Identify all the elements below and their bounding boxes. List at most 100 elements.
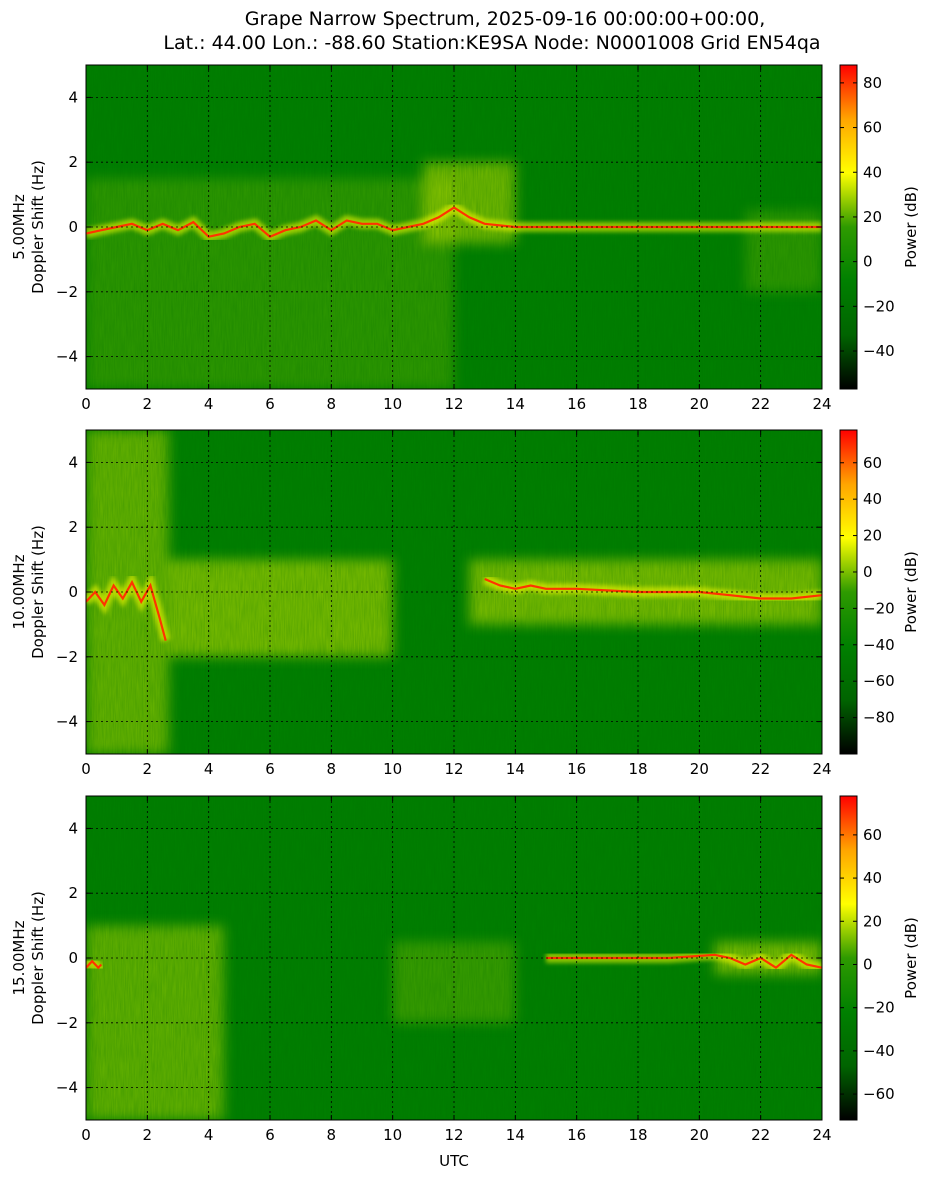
spectrogram-plot (86, 65, 822, 389)
colorbar-tick-label: 0 (863, 563, 873, 581)
x-tick-label: 2 (143, 760, 153, 778)
colorbar-label: Power (dB) (902, 917, 920, 999)
x-tick-label: 8 (327, 760, 337, 778)
colorbar-tick-label: −40 (863, 636, 895, 654)
doppler-trace-line (86, 959, 103, 970)
colorbar-gradient (839, 429, 858, 755)
x-tick-label: 6 (265, 1126, 275, 1144)
x-tick-label: 18 (628, 760, 647, 778)
colorbar-label: Power (dB) (902, 551, 920, 633)
band-label: 15.00MHz (10, 920, 28, 995)
x-tick-label: 22 (751, 1126, 770, 1144)
colorbar: −60 −40 −20 0 20 40 60 Power (dB) (839, 795, 920, 1121)
y-tick-label: 4 (68, 88, 78, 106)
colorbar-tick-label: 0 (863, 253, 873, 271)
colorbar-tick-label: 80 (863, 74, 882, 92)
y-tick-label: 0 (68, 583, 78, 601)
x-tick-label: 20 (690, 395, 709, 413)
x-tick-label: 2 (143, 1126, 153, 1144)
colorbar-tick-label: −80 (863, 709, 895, 727)
y-tick-label: −4 (56, 1079, 78, 1097)
y-tick-label: −2 (56, 1014, 78, 1032)
colorbar-tick-label: −20 (863, 999, 895, 1017)
figure-title-line-2: Lat.: 44.00 Lon.: -88.60 Station:KE9SA N… (163, 32, 820, 54)
y-axis-label: Doppler Shift (Hz) (29, 525, 47, 659)
colorbar-tick-label: 20 (863, 208, 882, 226)
y-axis-label: Doppler Shift (Hz) (29, 160, 47, 294)
x-tick-label: 10 (383, 1126, 402, 1144)
x-tick-label: 6 (265, 760, 275, 778)
y-tick-label: −2 (56, 283, 78, 301)
colorbar-label: Power (dB) (902, 186, 920, 268)
x-tick-label: 20 (690, 760, 709, 778)
grid-lines (86, 65, 822, 389)
x-tick-label: 20 (690, 1126, 709, 1144)
spectrogram-plot (86, 430, 822, 754)
x-tick-label: 4 (204, 760, 214, 778)
x-tick-label: 14 (506, 1126, 525, 1144)
colorbar-gradient (839, 64, 858, 390)
x-tick-label: 12 (444, 760, 463, 778)
colorbar: −40 −20 0 20 40 60 80 Power (dB) (839, 64, 920, 390)
y-tick-label: 0 (68, 949, 78, 967)
colorbar-tick-label: 40 (863, 490, 882, 508)
x-tick-label: 24 (812, 395, 831, 413)
colorbar-tick-label: −40 (863, 342, 895, 360)
y-tick-label: 2 (68, 153, 78, 171)
y-tick-label: 2 (68, 884, 78, 902)
colorbar-tick-label: −60 (863, 672, 895, 690)
x-tick-label: 12 (444, 395, 463, 413)
x-tick-label: 16 (567, 395, 586, 413)
x-tick-label: 2 (143, 395, 153, 413)
y-axis-label: Doppler Shift (Hz) (29, 891, 47, 1025)
colorbar-tick-label: −20 (863, 297, 895, 315)
x-tick-label: 6 (265, 395, 275, 413)
x-axis-label: UTC (439, 1152, 469, 1170)
x-tick-label: 22 (751, 395, 770, 413)
colorbar-tick-label: 20 (863, 527, 882, 545)
colorbar-tick-label: −60 (863, 1085, 895, 1103)
colorbar-tick-label: −20 (863, 599, 895, 617)
colorbar-tick-label: 20 (863, 912, 882, 930)
x-tick-label: 24 (812, 1126, 831, 1144)
doppler-trace-line (484, 577, 822, 600)
x-tick-label: 16 (567, 1126, 586, 1144)
colorbar: −80 −60 −40 −20 0 20 40 60 Power (dB) (839, 429, 920, 755)
x-tick-label: 4 (204, 395, 214, 413)
x-tick-label: 8 (327, 395, 337, 413)
x-tick-label: 0 (81, 760, 91, 778)
y-tick-label: −4 (56, 713, 78, 731)
x-tick-label: 14 (506, 760, 525, 778)
doppler-trace-line (86, 579, 167, 641)
y-tick-label: 0 (68, 218, 78, 236)
x-tick-label: 4 (204, 1126, 214, 1144)
y-tick-label: −4 (56, 348, 78, 366)
x-tick-label: 10 (383, 395, 402, 413)
x-tick-label: 18 (628, 1126, 647, 1144)
colorbar-tick-label: 0 (863, 955, 873, 973)
grid-lines (86, 796, 822, 1120)
colorbar-tick-label: 40 (863, 869, 882, 887)
grid-lines (86, 430, 822, 754)
band-label: 5.00MHz (10, 194, 28, 260)
band-label: 10.00MHz (10, 554, 28, 629)
colorbar-tick-label: 60 (863, 119, 882, 137)
y-tick-label: 2 (68, 518, 78, 536)
colorbar-gradient (839, 795, 858, 1121)
x-tick-label: 12 (444, 1126, 463, 1144)
x-tick-label: 8 (327, 1126, 337, 1144)
y-tick-label: −2 (56, 648, 78, 666)
colorbar-tick-label: 40 (863, 163, 882, 181)
x-tick-label: 0 (81, 395, 91, 413)
x-tick-label: 18 (628, 395, 647, 413)
x-tick-label: 14 (506, 395, 525, 413)
x-tick-label: 24 (812, 760, 831, 778)
y-tick-label: 4 (68, 453, 78, 471)
colorbar-tick-label: 60 (863, 454, 882, 472)
spectrogram-plot (86, 796, 822, 1120)
colorbar-tick-label: −40 (863, 1042, 895, 1060)
